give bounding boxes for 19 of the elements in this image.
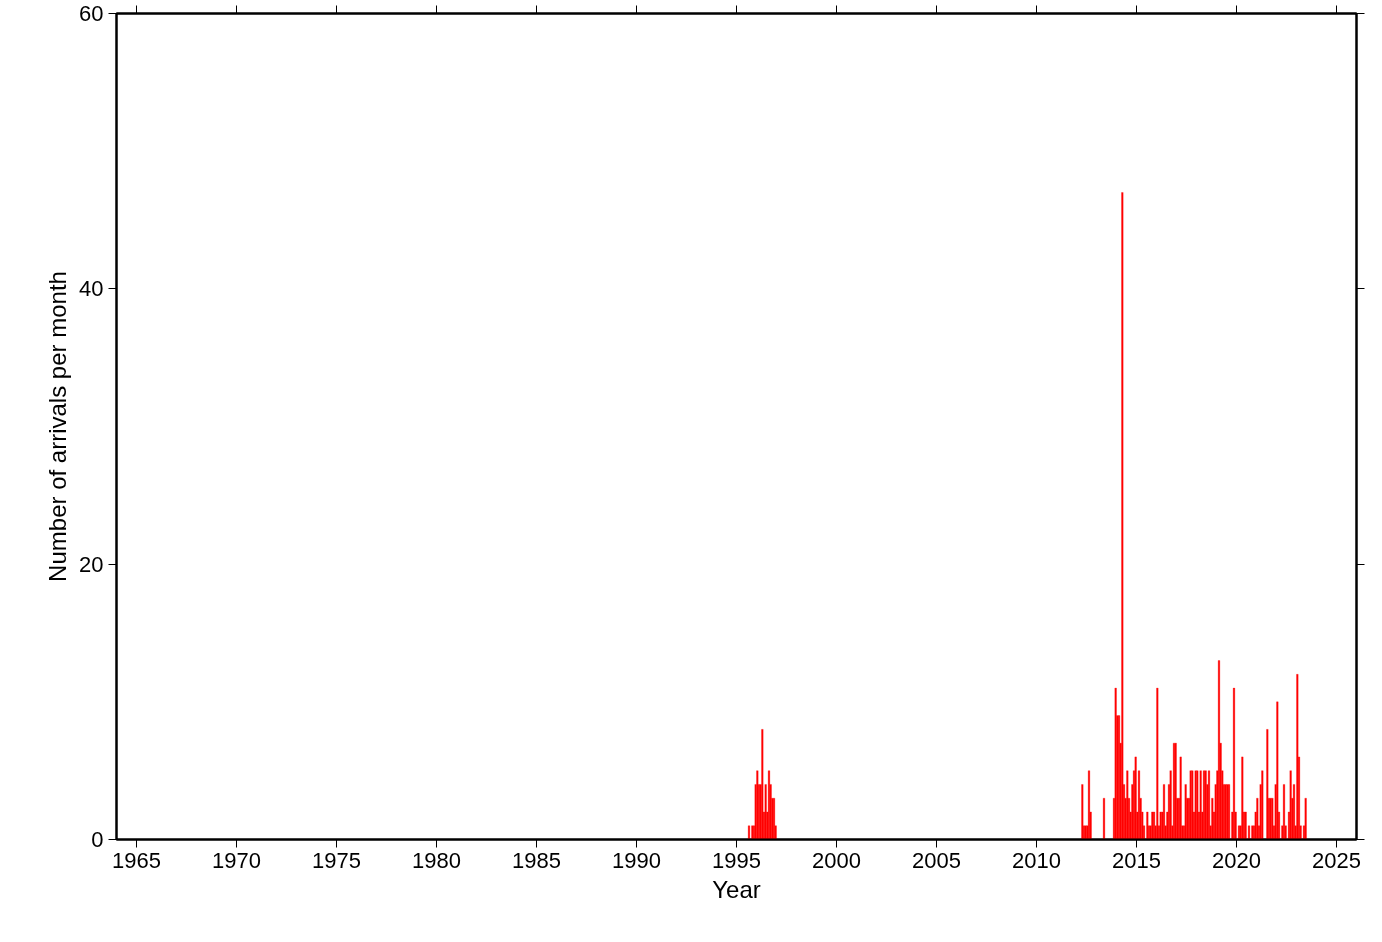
x-tick-label: 2020 <box>1212 847 1261 873</box>
x-tick-label: 2025 <box>1312 847 1361 873</box>
x-tick-label: 1995 <box>712 847 761 873</box>
x-tick-label: 1970 <box>212 847 261 873</box>
y-tick-label: 60 <box>79 1 104 26</box>
y-tick-label: 40 <box>79 276 104 302</box>
x-tick-label: 1990 <box>612 847 661 873</box>
x-tick-label: 2005 <box>912 847 961 873</box>
x-tick-label: 1985 <box>512 847 561 873</box>
x-tick-label: 2000 <box>812 847 861 873</box>
x-tick-label: 1980 <box>412 847 461 873</box>
x-tick-label: 1975 <box>312 847 361 873</box>
y-tick-label: 0 <box>91 827 104 852</box>
y-axis-title: Number of arrivals per month <box>44 271 72 582</box>
x-tick-label: 2010 <box>1012 847 1061 873</box>
x-tick-label: 1965 <box>112 847 161 873</box>
x-axis-title: Year <box>712 875 761 903</box>
x-tick-label: 2015 <box>1112 847 1161 873</box>
y-tick-label: 20 <box>79 551 104 577</box>
